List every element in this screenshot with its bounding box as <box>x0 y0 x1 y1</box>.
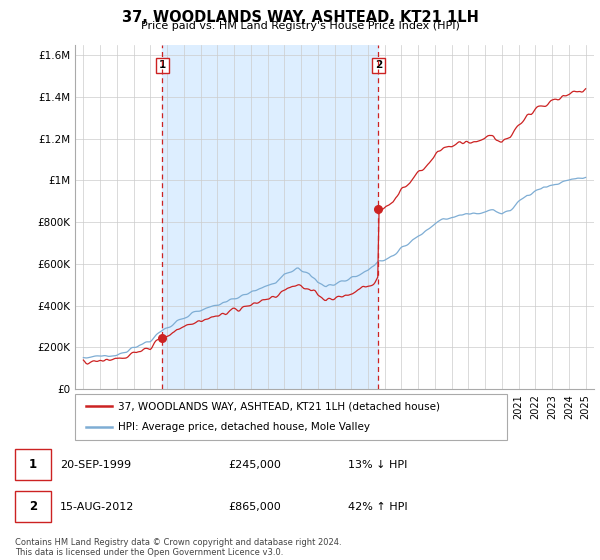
Text: £865,000: £865,000 <box>228 502 281 512</box>
FancyBboxPatch shape <box>75 394 507 440</box>
Text: 37, WOODLANDS WAY, ASHTEAD, KT21 1LH: 37, WOODLANDS WAY, ASHTEAD, KT21 1LH <box>122 10 478 25</box>
Text: 1: 1 <box>159 60 166 71</box>
Text: 37, WOODLANDS WAY, ASHTEAD, KT21 1LH (detached house): 37, WOODLANDS WAY, ASHTEAD, KT21 1LH (de… <box>118 401 440 411</box>
Text: Price paid vs. HM Land Registry's House Price Index (HPI): Price paid vs. HM Land Registry's House … <box>140 21 460 31</box>
Text: 2: 2 <box>29 500 37 514</box>
Text: 1: 1 <box>29 458 37 472</box>
Text: Contains HM Land Registry data © Crown copyright and database right 2024.
This d: Contains HM Land Registry data © Crown c… <box>15 538 341 557</box>
Text: £245,000: £245,000 <box>228 460 281 470</box>
Text: 20-SEP-1999: 20-SEP-1999 <box>60 460 131 470</box>
Text: 2: 2 <box>375 60 382 71</box>
Text: 42% ↑ HPI: 42% ↑ HPI <box>348 502 407 512</box>
Text: 13% ↓ HPI: 13% ↓ HPI <box>348 460 407 470</box>
Bar <box>163 45 379 389</box>
Text: HPI: Average price, detached house, Mole Valley: HPI: Average price, detached house, Mole… <box>118 422 370 432</box>
Text: 15-AUG-2012: 15-AUG-2012 <box>60 502 134 512</box>
